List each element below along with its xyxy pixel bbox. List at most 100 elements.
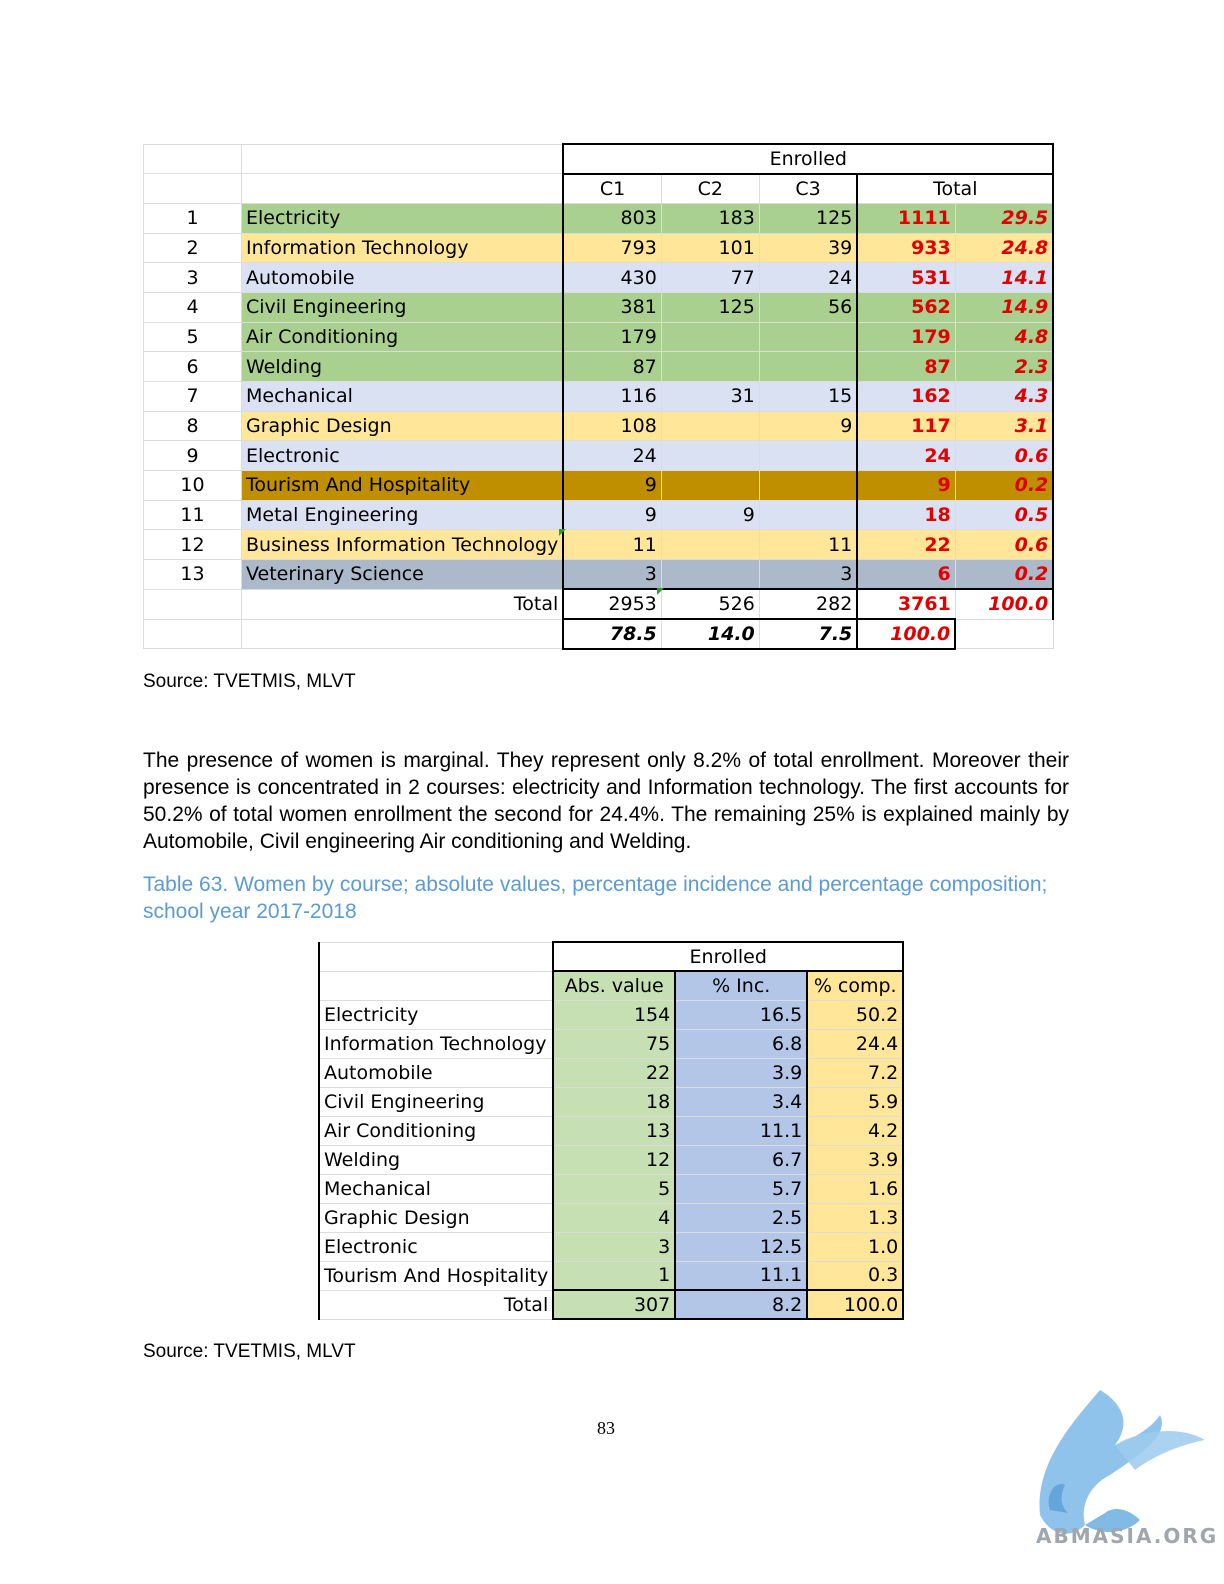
- course-name: Business Information Technology: [241, 529, 564, 561]
- value-pct: 24.8: [954, 232, 1055, 264]
- value-abs: 12: [552, 1144, 676, 1175]
- row-index: 2: [143, 232, 242, 264]
- value-comp: 1.0: [806, 1231, 905, 1262]
- course-name: Electricity: [317, 999, 554, 1030]
- value-total: 179: [856, 321, 956, 353]
- col-header-pct-inc: % Inc.: [674, 970, 808, 1001]
- value-comp: 5.9: [806, 1086, 905, 1117]
- value-c3: 3: [758, 559, 859, 590]
- value-c3: 9: [758, 410, 859, 442]
- value-c2: [660, 470, 760, 501]
- course-name: Welding: [241, 351, 564, 382]
- row-index: 12: [143, 529, 242, 561]
- course-name: Electronic: [241, 440, 564, 472]
- value-c1: 116: [562, 381, 662, 412]
- value-c3: [758, 470, 859, 501]
- value-comp: 3.9: [806, 1144, 905, 1175]
- course-name: Welding: [317, 1144, 554, 1175]
- enrolled-header: Enrolled: [562, 143, 1055, 175]
- table-row: 9 Electronic 24 24 0.6: [143, 440, 1055, 472]
- course-name: Electricity: [241, 202, 564, 234]
- women-by-course-table: Enrolled Abs. value % Inc. % comp. Elect…: [317, 941, 905, 1320]
- table-cell: [241, 618, 564, 650]
- course-name: Civil Engineering: [241, 291, 564, 323]
- page-number: 83: [597, 1418, 615, 1438]
- value-pct: 0.6: [954, 440, 1055, 472]
- col-header-total: Total: [856, 172, 1055, 204]
- row-index: 4: [143, 291, 242, 323]
- value-c3: 24: [758, 262, 859, 293]
- value-inc: 11.1: [674, 1115, 808, 1146]
- value-c3: [758, 499, 859, 531]
- value-comp: 50.2: [806, 999, 905, 1030]
- value-pct: 4.3: [954, 381, 1055, 412]
- table-cell: [143, 618, 242, 650]
- value-c1: 430: [562, 262, 662, 293]
- value-total: 1111: [856, 202, 956, 234]
- value-pct: 0.5: [954, 499, 1055, 531]
- value-abs: 5: [552, 1173, 676, 1204]
- value-total: 531: [856, 262, 956, 293]
- share-c3: 7.5: [758, 618, 859, 650]
- share-total: 100.0: [856, 618, 957, 650]
- total-label: Total: [317, 1289, 554, 1320]
- total-pct: 100.0: [954, 588, 1055, 620]
- table-row: 7 Mechanical 116 31 15 162 4.3: [143, 381, 1055, 412]
- table-header-row: Enrolled: [317, 941, 905, 972]
- table-row: 6 Welding 87 87 2.3: [143, 351, 1055, 382]
- value-total: 9: [856, 470, 956, 501]
- value-c1: 381: [562, 291, 662, 323]
- value-c1: 9: [562, 470, 662, 501]
- total-c3: 282: [758, 588, 859, 620]
- value-abs: 3: [552, 1231, 676, 1262]
- value-c1: 793: [562, 232, 662, 264]
- table-row: 13 Veterinary Science 3 3 6 0.2: [143, 559, 1055, 590]
- body-paragraph: The presence of women is marginal. They …: [143, 749, 1069, 853]
- table-row: 5 Air Conditioning 179 179 4.8: [143, 321, 1055, 353]
- value-inc: 6.7: [674, 1144, 808, 1175]
- value-abs: 13: [552, 1115, 676, 1146]
- table-row: Air Conditioning 13 11.1 4.2: [317, 1115, 905, 1146]
- value-pct: 0.2: [954, 470, 1055, 501]
- row-index: 10: [143, 470, 242, 501]
- value-c2: 183: [660, 202, 760, 234]
- enrolled-header: Enrolled: [552, 941, 905, 972]
- value-comp: 24.4: [806, 1028, 905, 1059]
- col-header-c3: C3: [758, 172, 859, 204]
- value-pct: 29.5: [954, 202, 1055, 234]
- course-name: Electronic: [317, 1231, 554, 1262]
- table-row: 3 Automobile 430 77 24 531 14.1: [143, 262, 1055, 293]
- value-total: 6: [856, 559, 956, 590]
- value-c1: 108: [562, 410, 662, 442]
- value-c2: [660, 559, 760, 590]
- total-row: Total 2953 526 282 3761 100.0: [143, 588, 1055, 620]
- value-c1: 87: [562, 351, 662, 382]
- value-c2: 9: [660, 499, 760, 531]
- col-header-pct-comp: % comp.: [806, 970, 905, 1001]
- value-inc: 11.1: [674, 1260, 808, 1291]
- row-index: 1: [143, 202, 242, 234]
- value-abs: 4: [552, 1202, 676, 1233]
- table-row: 10 Tourism And Hospitality 9 9 0.2: [143, 470, 1055, 501]
- total-abs: 307: [552, 1289, 676, 1320]
- table-row: 8 Graphic Design 108 9 117 3.1: [143, 410, 1055, 442]
- value-abs: 154: [552, 999, 676, 1030]
- value-comp: 7.2: [806, 1057, 905, 1088]
- row-index: 5: [143, 321, 242, 353]
- value-c3: 39: [758, 232, 859, 264]
- col-header-c2: C2: [660, 172, 760, 204]
- course-name: Civil Engineering: [317, 1086, 554, 1117]
- table-row: Automobile 22 3.9 7.2: [317, 1057, 905, 1088]
- table-row: Tourism And Hospitality 1 11.1 0.3: [317, 1260, 905, 1291]
- value-c2: [660, 321, 760, 353]
- griffin-logo-icon: [1039, 1390, 1205, 1534]
- course-name: Information Technology: [317, 1028, 554, 1059]
- table-row: 11 Metal Engineering 9 9 18 0.5: [143, 499, 1055, 531]
- value-c2: [660, 351, 760, 382]
- value-c1: 11: [562, 529, 662, 561]
- row-index: 3: [143, 262, 242, 293]
- value-c3: [758, 321, 859, 353]
- value-c3: 56: [758, 291, 859, 323]
- table-subheader-row: C1 C2 C3 Total: [143, 172, 1055, 204]
- row-index: 8: [143, 410, 242, 442]
